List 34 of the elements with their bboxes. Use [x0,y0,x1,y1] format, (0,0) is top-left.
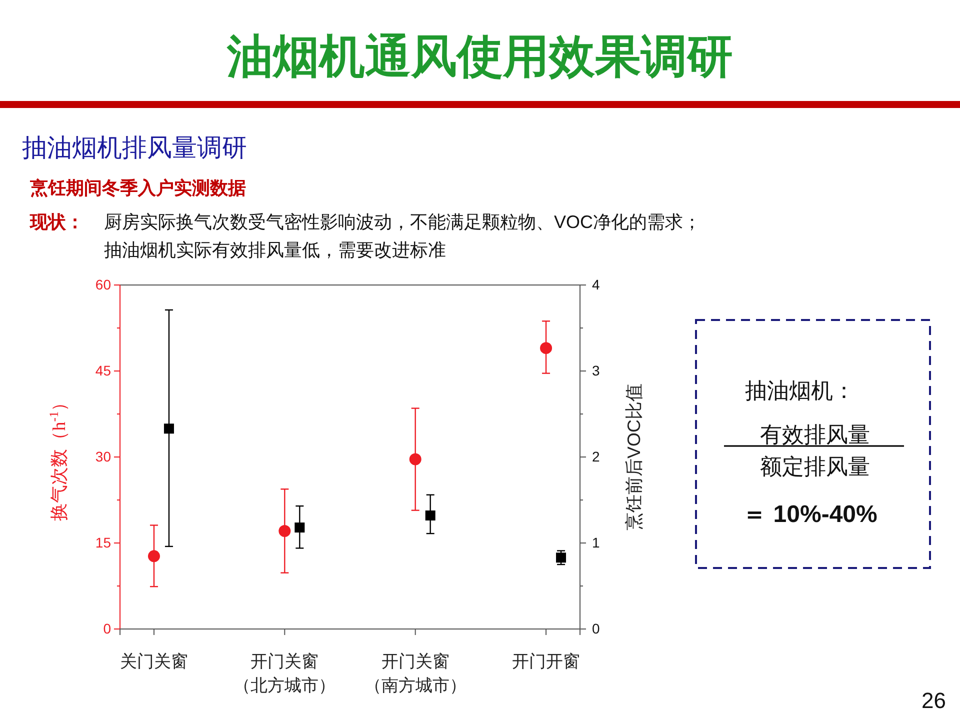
point [409,453,422,466]
text: 抽油烟机： [745,378,855,403]
x-tick-label: 开门关窗（北方城市） [234,652,336,695]
text: 烹饪期间冬季入户实测数据 [29,178,246,198]
text: ＝ 10%-40% [742,501,878,528]
text: 现状： [29,212,84,232]
point [540,342,552,354]
text: 额定排风量 [760,454,870,479]
chart-title: 油烟机通风使用效果调研 [226,30,733,82]
y-tick-label: 60 [95,276,112,292]
point [164,424,174,434]
point [294,522,305,533]
point [425,510,436,520]
y-tick-label: 15 [95,534,112,550]
chart-subtitle: 抽油烟机排风量调研 [22,134,247,162]
point [556,552,566,563]
y2-tick-label: 2 [592,448,600,464]
text: 有效排风量 [760,422,870,447]
y2-tick-label: 3 [592,362,600,378]
point [148,550,160,562]
y-tick-label: 30 [95,448,112,464]
point [278,524,291,537]
y-tick-label: 45 [95,362,112,378]
y2-tick-label: 4 [592,276,600,292]
text: 厨房实际换气次数受气密性影响波动，不能满足颗粒物、VOC净化的需求； [104,212,702,232]
x-tick-label: 开门开窗 [512,652,580,671]
text: 抽油烟机实际有效排风量低，需要改进标准 [104,240,446,260]
y2-axis-title: 烹饪前后VOC比值 [624,383,644,531]
y2-tick-label: 0 [592,620,600,636]
text: 26 [922,688,946,713]
x-tick-label: 关门关窗 [120,652,188,671]
x-tick-label: 开门关窗（南方城市） [364,652,466,695]
y2-tick-label: 1 [592,534,600,550]
y-tick-label: 0 [103,620,112,636]
